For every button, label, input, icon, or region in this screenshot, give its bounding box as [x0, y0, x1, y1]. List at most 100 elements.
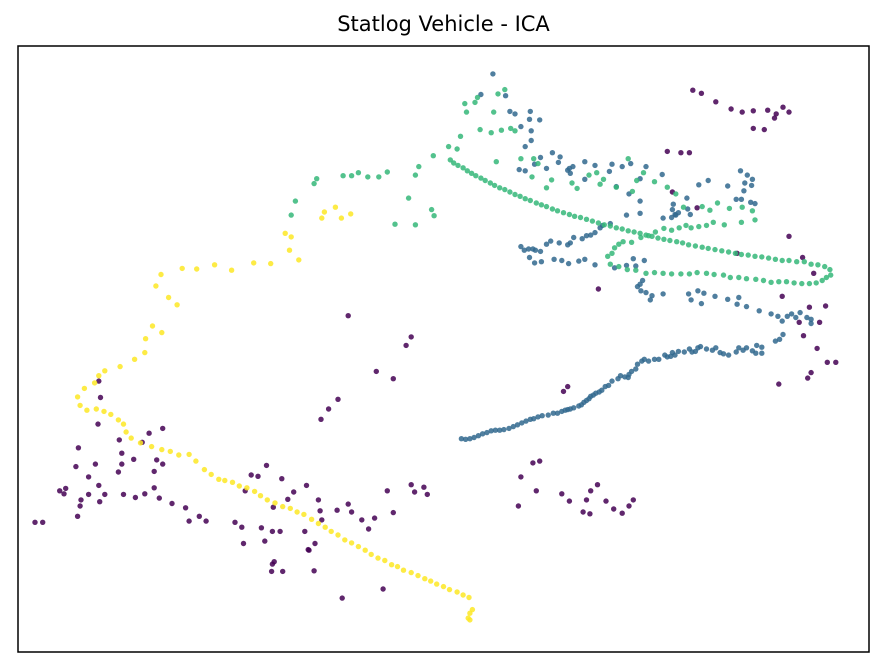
scatter-point [142, 349, 148, 356]
scatter-point [123, 429, 129, 435]
scatter-point [518, 123, 524, 130]
scatter-point [495, 91, 501, 97]
scatter-point [61, 491, 67, 497]
scatter-point [773, 111, 779, 117]
scatter-point [537, 458, 543, 464]
scatter-point [754, 342, 760, 349]
scatter-point [497, 185, 503, 191]
scatter-point [319, 517, 325, 523]
scatter-point [151, 468, 157, 475]
scatter-point [348, 509, 355, 515]
scatter-point [705, 245, 711, 252]
scatter-point [780, 331, 786, 338]
scatter-point [739, 109, 745, 115]
scatter-point [752, 217, 758, 223]
scatter-point [772, 338, 779, 344]
scatter-point [475, 433, 482, 439]
scatter-point [174, 302, 180, 308]
scatter-point [549, 150, 556, 156]
scatter-point [462, 100, 468, 107]
scatter-point [211, 262, 218, 268]
scatter-point [791, 280, 797, 286]
scatter-point [633, 366, 639, 372]
scatter-point [739, 204, 745, 210]
scatter-point [507, 189, 513, 195]
scatter-point [634, 177, 640, 184]
scatter-point [783, 279, 790, 285]
scatter-point [556, 240, 562, 246]
scatter-point [761, 126, 767, 133]
scatter-point [662, 352, 668, 358]
scatter-point [696, 182, 702, 188]
scatter-point [649, 293, 655, 299]
scatter-point [678, 271, 684, 277]
scatter-point [686, 150, 693, 156]
scatter-point [460, 592, 466, 598]
scatter-point [285, 496, 291, 502]
scatter-point [498, 127, 505, 133]
scatter-point [711, 271, 717, 278]
scatter-point [579, 236, 585, 242]
scatter-point [550, 410, 556, 416]
scatter-point [576, 403, 582, 409]
scatter-point [668, 271, 675, 277]
scatter-point [659, 171, 665, 178]
scatter-point [611, 245, 618, 251]
scatter-point [623, 262, 630, 269]
scatter-point [335, 532, 341, 538]
scatter-point [335, 396, 341, 402]
scatter-point [698, 300, 705, 307]
scatter-point [806, 304, 813, 310]
scatter-point [258, 525, 265, 531]
scatter-point [740, 347, 746, 353]
scatter-point [808, 316, 814, 322]
scatter-point [368, 551, 374, 558]
scatter-point [454, 146, 460, 152]
scatter-point [804, 314, 810, 321]
scatter-point [736, 345, 742, 351]
scatter-point [151, 485, 157, 491]
scatter-point [611, 265, 618, 271]
scatter-point [655, 235, 661, 241]
scatter-point [518, 243, 524, 250]
scatter-point [768, 279, 774, 285]
scatter-point [412, 222, 419, 228]
scatter-point [108, 411, 114, 418]
scatter-point [359, 517, 365, 523]
scatter-point [527, 108, 533, 115]
scatter-point [292, 198, 299, 204]
scatter-point [597, 225, 603, 231]
scatter-point [800, 333, 807, 339]
scatter-point [688, 297, 694, 303]
scatter-point [619, 226, 625, 232]
scatter-point [721, 222, 727, 228]
scatter-point [345, 501, 351, 507]
scatter-point [412, 172, 419, 178]
scatter-point [458, 436, 465, 442]
scatter-point [639, 358, 645, 364]
scatter-point [527, 416, 533, 422]
scatter-point [447, 157, 453, 163]
scatter-point [577, 214, 584, 221]
scatter-point [616, 241, 622, 247]
scatter-point [473, 173, 479, 179]
chart-title: Statlog Vehicle - ICA [337, 12, 550, 36]
scatter-point [822, 303, 829, 309]
scatter-point [311, 180, 317, 187]
scatter-point [696, 223, 702, 230]
scatter-point [651, 269, 658, 276]
scatter-point [482, 177, 488, 184]
scatter-point [749, 208, 756, 214]
scatter-point [282, 230, 288, 236]
scatter-point [779, 318, 785, 324]
scatter-point [734, 301, 740, 307]
scatter-point [311, 568, 317, 574]
scatter-point [535, 414, 541, 420]
scatter-point [537, 248, 544, 255]
scatter-point [827, 266, 833, 273]
scatter-point [392, 221, 398, 227]
scatter-point [232, 519, 238, 525]
scatter-point [638, 288, 644, 294]
scatter-point [629, 188, 636, 195]
scatter-point [251, 260, 257, 266]
